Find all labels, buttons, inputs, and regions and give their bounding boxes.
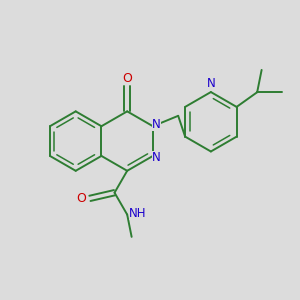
- Text: O: O: [122, 72, 132, 85]
- Text: N: N: [152, 151, 161, 164]
- Text: O: O: [77, 192, 86, 205]
- Text: NH: NH: [129, 207, 146, 220]
- Text: N: N: [206, 76, 215, 90]
- Text: N: N: [152, 118, 161, 131]
